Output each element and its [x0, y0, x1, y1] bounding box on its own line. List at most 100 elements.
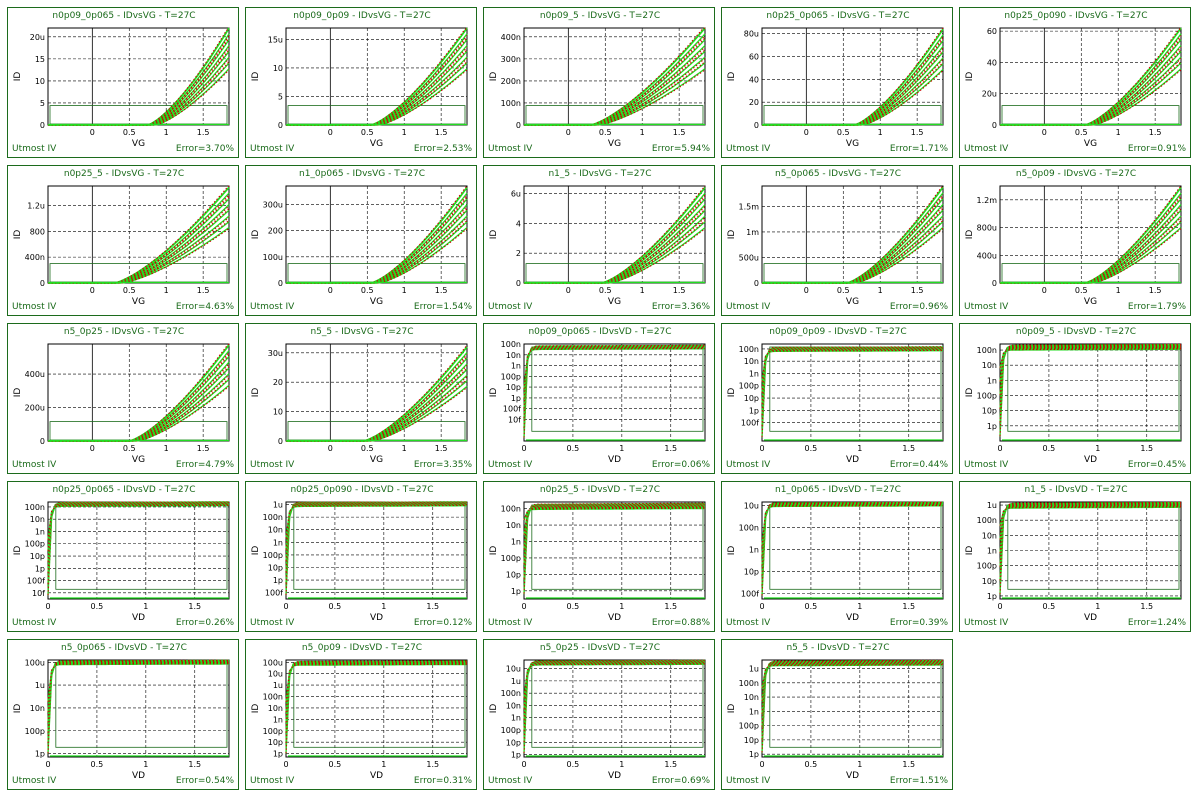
y-tick-label: 0: [40, 279, 45, 288]
x-tick-label: 1: [164, 128, 169, 137]
x-axis-label: VD: [370, 771, 383, 781]
simulated-curve: [286, 49, 468, 126]
simulated-curve: [48, 377, 230, 442]
y-axis-label: ID: [13, 704, 23, 714]
simulated-curve: [761, 349, 944, 382]
x-tick-label: 1: [143, 760, 148, 769]
x-tick-label: 1.5: [664, 444, 677, 453]
simulated-curve: [286, 376, 468, 442]
x-tick-label: 1: [164, 444, 169, 453]
chart-panel: n0p09_5 - IDvsVG - T=27C 0 0.5 1 1.5 0 100n 200…: [483, 7, 715, 158]
y-axis-label: ID: [489, 546, 499, 556]
error-label: Error=4.79%: [175, 460, 234, 470]
simulated-curve: [761, 504, 943, 556]
x-tick-label: 0: [328, 286, 333, 295]
y-tick-label: 10n: [506, 701, 521, 710]
tool-label: Utmost IV: [12, 618, 57, 628]
tool-label: Utmost IV: [12, 776, 57, 786]
y-tick-label: 1n: [511, 362, 521, 371]
x-tick-label: 0.5: [567, 602, 580, 611]
y-tick-label: 100p: [977, 392, 997, 401]
simulated-curve: [48, 61, 230, 126]
chart-panel: n0p25_0p090 - IDvsVD - T=27C 0 0.5 1 1.5 100f…: [245, 481, 477, 632]
chart-title: n0p09_0p065 - IDvsVD - T=27C: [528, 327, 672, 337]
x-tick-label: 0: [45, 760, 50, 769]
y-tick-label: 1u: [987, 501, 997, 510]
simulated-curve: [761, 503, 943, 576]
simulated-curve: [286, 344, 468, 442]
x-tick-label: 0.5: [1075, 286, 1088, 295]
error-label: Error=3.36%: [651, 302, 710, 312]
y-tick-label: 1p: [987, 592, 997, 601]
chart-plot: 0 0.5 1 1.5 1p 10p 100p 1n 10n 100n 1u 10u VD ID: [489, 659, 706, 781]
error-label: Error=0.12%: [413, 618, 472, 628]
chart-plot: 0 0.5 1 1.5 1p 10p 100p 1n 10n 100n VD ID: [489, 501, 706, 623]
x-tick-label: 1.5: [673, 286, 686, 295]
x-tick-label: 0.5: [329, 760, 342, 769]
plot-frame: [47, 501, 230, 600]
y-axis-label: ID: [489, 704, 499, 714]
simulated-curve: [47, 501, 229, 585]
x-tick-label: 1.5: [197, 444, 210, 453]
simulated-curve: [1000, 69, 1182, 126]
x-axis-label: VG: [132, 297, 145, 307]
simulated-curve: [48, 208, 230, 284]
plot-grid: n0p09_0p065 - IDvsVG - T=27C 0 0.5 1 1.5 0 5 10…: [7, 7, 1197, 797]
simulated-curve: [286, 58, 468, 126]
plot-frame: [523, 185, 706, 284]
x-tick-label: 1.5: [1140, 602, 1153, 611]
y-tick-label: 10p: [506, 570, 521, 579]
y-axis-label: ID: [13, 72, 23, 82]
measured-curve: [761, 660, 943, 740]
x-tick-label: 1.5: [435, 128, 448, 137]
y-tick-label: 1p: [511, 394, 521, 403]
simulated-curve: [524, 49, 706, 126]
x-tick-label: 1.5: [911, 286, 924, 295]
x-axis-label: VG: [1084, 139, 1097, 149]
chart-panel: n5_0p09 - IDvsVG - T=27C 0 0.5 1 1.5 0 400u 800…: [959, 165, 1191, 316]
y-tick-label: 10: [273, 64, 283, 73]
y-tick-label: 10n: [506, 351, 521, 360]
simulated-curve: [761, 501, 943, 596]
chart-plot: 0 0.5 1 1.5 1p 10p 100p 1n 10n 100n 1u VD ID: [727, 659, 944, 781]
x-tick-label: 0: [759, 444, 764, 453]
x-tick-label: 0: [521, 760, 526, 769]
x-tick-label: 1: [619, 760, 624, 769]
y-tick-label: 100p: [739, 722, 759, 731]
y-tick-label: 100n: [501, 689, 521, 698]
x-tick-label: 1.5: [902, 602, 915, 611]
x-tick-label: 1.5: [188, 602, 201, 611]
chart-plot: 0 0.5 1 1.5 100f 1p 10p 100p 1n 10n 100n 1u VD ID: [251, 501, 468, 623]
simulated-curve: [286, 37, 468, 126]
x-tick-label: 1.5: [1140, 444, 1153, 453]
chart-panel: n5_0p065 - IDvsVD - T=27C 0 0.5 1 1.5 1p 100p 1…: [7, 639, 239, 790]
y-tick-label: 1u: [511, 677, 521, 686]
x-axis-label: VG: [608, 139, 621, 149]
y-tick-label: 6u: [511, 189, 521, 198]
tool-label: Utmost IV: [964, 460, 1009, 470]
chart-plot: 0 0.5 1 1.5 100f 10p 1n 100n 10u VD ID: [727, 501, 944, 623]
simulated-curve: [999, 347, 1181, 382]
x-tick-label: 0: [90, 128, 95, 137]
simulated-curve: [999, 505, 1181, 540]
y-tick-label: 80u: [744, 30, 759, 39]
plot-frame: [761, 659, 944, 758]
y-tick-label: 4: [516, 219, 521, 228]
simulated-curve: [761, 347, 943, 416]
y-tick-label: 300u: [263, 200, 283, 209]
y-tick-label: 100n: [739, 523, 759, 532]
chart-title: n5_5 - IDvsVG - T=27C: [310, 327, 414, 337]
x-tick-label: 0: [804, 286, 809, 295]
tool-label: Utmost IV: [488, 776, 533, 786]
simulated-curve: [999, 345, 1181, 409]
simulated-curve: [285, 502, 467, 573]
simulated-curve: [523, 504, 705, 565]
y-tick-label: 1u: [273, 501, 283, 510]
simulated-curve: [48, 69, 230, 126]
y-tick-label: 200: [268, 227, 283, 236]
y-tick-label: 100f: [741, 589, 759, 598]
error-label: Error=0.45%: [1127, 460, 1186, 470]
y-tick-label: 100n: [501, 505, 521, 514]
simulated-curve: [285, 661, 467, 733]
error-label: Error=5.94%: [651, 144, 710, 154]
